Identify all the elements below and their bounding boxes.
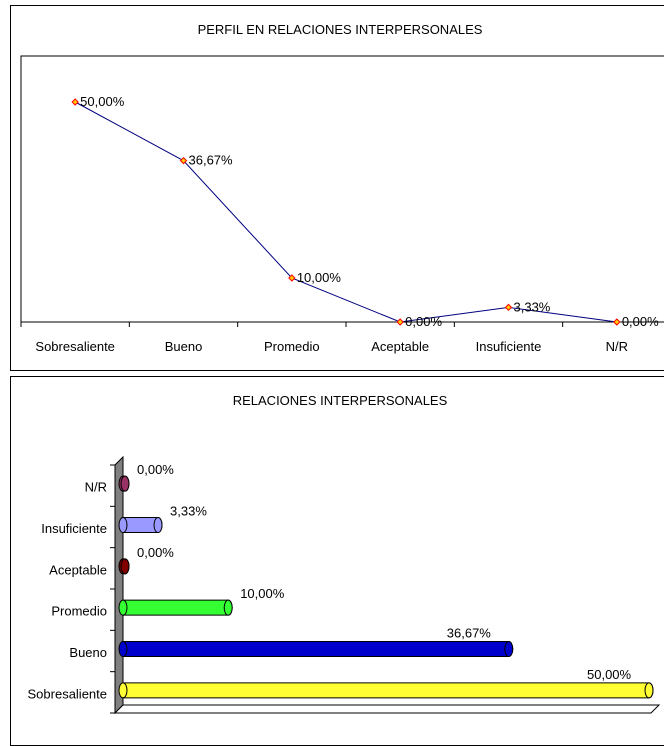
x-tick-label: Insuficiente xyxy=(476,339,542,354)
data-label: 10,00% xyxy=(240,586,285,601)
bar-end-cap xyxy=(504,641,514,657)
x-tick-label: Promedio xyxy=(264,339,320,354)
data-point xyxy=(179,156,188,165)
bar-chart: RELACIONES INTERPERSONALES N/R 0,00% Insuf… xyxy=(10,376,664,746)
line-chart-plot: 50,00% Sobresaliente 36,67% Bueno 10,00% Prom… xyxy=(20,55,664,354)
chart-floor xyxy=(113,704,661,714)
data-label: 3,33% xyxy=(170,504,207,519)
y-tick-label: Promedio xyxy=(51,604,107,619)
bar xyxy=(122,641,514,657)
bar-chart-plot: N/R 0,00% Insuficiente 3,33% Aceptable 0,00% P… xyxy=(28,455,661,715)
data-point xyxy=(396,318,404,326)
bar-end-cap xyxy=(120,475,130,492)
data-label: 36,67% xyxy=(189,153,234,168)
bar-end-cap xyxy=(223,599,233,616)
data-point xyxy=(288,274,296,282)
data-point xyxy=(613,318,621,326)
bar-end-cap xyxy=(644,682,654,699)
data-label: 0,00% xyxy=(405,314,442,329)
bar-start-cap xyxy=(118,641,128,657)
bar-start-cap xyxy=(118,517,128,533)
bar-start-cap xyxy=(118,599,128,616)
series-line xyxy=(74,101,617,323)
chart-side-wall xyxy=(114,455,124,715)
bar-end-cap xyxy=(120,558,130,575)
data-label: 0,00% xyxy=(137,545,174,560)
line-chart: PERFIL EN RELACIONES INTERPERSONALES 50,… xyxy=(10,5,664,371)
y-tick-label: N/R xyxy=(85,480,107,495)
data-label: 0,00% xyxy=(622,314,659,329)
y-tick-label: Bueno xyxy=(69,645,107,660)
y-tick-label: Sobresaliente xyxy=(28,686,108,701)
bar xyxy=(122,682,654,699)
data-point xyxy=(504,303,513,312)
data-label: 3,33% xyxy=(514,299,551,314)
data-label: 50,00% xyxy=(587,667,632,682)
x-tick-label: Aceptable xyxy=(371,339,429,354)
data-label: 50,00% xyxy=(80,94,125,109)
data-label: 0,00% xyxy=(137,462,174,477)
x-tick-label: Sobresaliente xyxy=(35,339,115,354)
x-tick-label: Bueno xyxy=(165,339,203,354)
bar-end-cap xyxy=(153,517,163,533)
x-tick-label: N/R xyxy=(606,339,628,354)
data-label: 36,67% xyxy=(447,626,492,641)
line-chart-title: PERFIL EN RELACIONES INTERPERSONALES xyxy=(197,22,483,37)
bar xyxy=(122,599,233,616)
bar-chart-title: RELACIONES INTERPERSONALES xyxy=(232,393,448,408)
y-tick-label: Insuficiente xyxy=(41,521,107,536)
data-point xyxy=(71,98,79,106)
bar-start-cap xyxy=(118,682,128,699)
data-label: 10,00% xyxy=(297,270,342,285)
y-tick-label: Aceptable xyxy=(49,562,107,577)
